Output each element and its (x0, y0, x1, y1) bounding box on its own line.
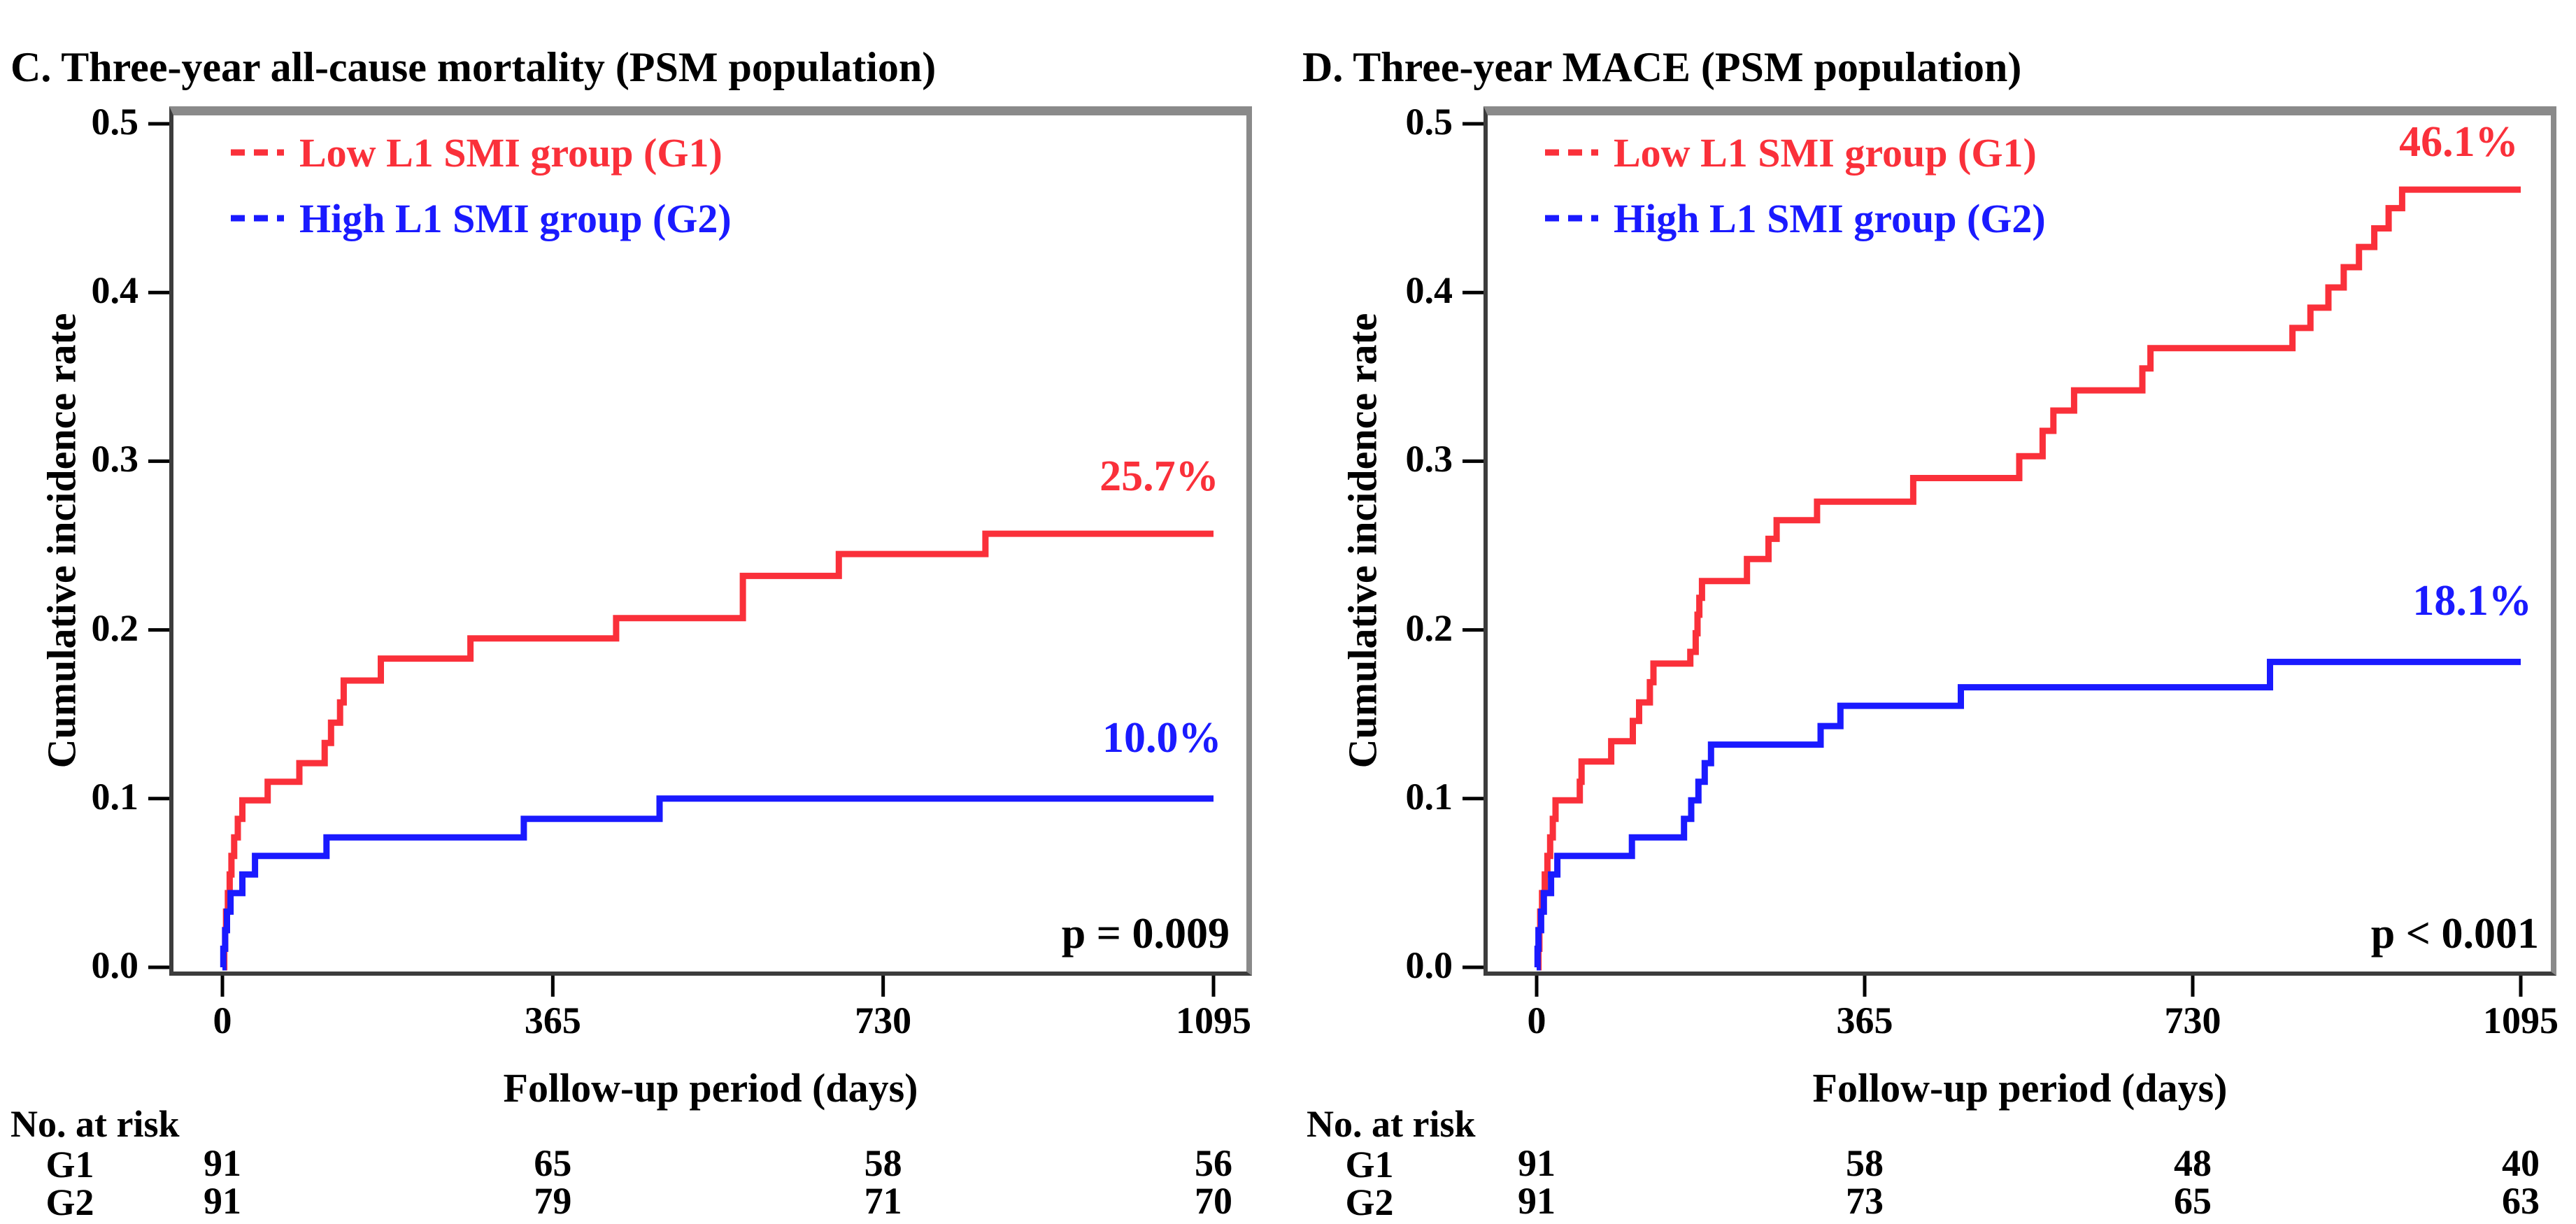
y-tick-label: 0.1 (91, 775, 139, 818)
legend-label-g1: Low L1 SMI group (G1) (1614, 129, 2037, 176)
p-value-label: p = 0.009 (1061, 910, 1230, 958)
curve-g1 (1535, 186, 2521, 971)
y-tick-label: 0.0 (91, 944, 139, 986)
panel-c-plot-area: Low L1 SMI group (G1) High L1 SMI group … (148, 106, 1252, 997)
risk-count-g1: 58 (864, 1142, 902, 1184)
panel-c-chart-canvas (148, 122, 1216, 997)
blue-dashed-line-icon (1545, 215, 1598, 222)
panel-d-y-axis-label: Cumulative incidence rate (1339, 313, 1386, 769)
y-tick-label: 0.3 (1405, 438, 1453, 481)
y-tick-label: 0.5 (1405, 101, 1453, 143)
x-tick-label: 1095 (1176, 999, 1251, 1041)
y-tick-label: 0.0 (1405, 944, 1453, 986)
x-tick-label: 0 (213, 999, 232, 1041)
risk-count-g1: 58 (1846, 1142, 1884, 1184)
final-rate-label-g1: 25.7% (1100, 452, 1219, 500)
p-value-label: p < 0.001 (2370, 910, 2539, 958)
x-tick-label: 730 (855, 999, 912, 1041)
legend-label-g1: Low L1 SMI group (G1) (299, 129, 723, 176)
y-tick-label: 0.4 (1405, 269, 1453, 312)
risk-count-g2: 63 (2502, 1180, 2540, 1222)
panel-c-risk-table-header: No. at risk (10, 1103, 180, 1145)
legend-item-g2: High L1 SMI group (G2) (229, 185, 732, 251)
y-tick-label: 0.1 (1405, 775, 1453, 818)
panel-c-title: C. Three-year all-cause mortality (PSM p… (10, 43, 937, 90)
panel-d-legend: Low L1 SMI group (G1) High L1 SMI group … (1544, 120, 2046, 251)
risk-count-g2: 73 (1846, 1180, 1884, 1222)
y-tick-label: 0.2 (1405, 606, 1453, 649)
legend-item-g1: Low L1 SMI group (G1) (1544, 120, 2046, 185)
red-dashed-line-icon (1545, 149, 1598, 156)
risk-count-g1: 56 (1195, 1142, 1232, 1184)
risk-count-g2: 91 (1518, 1180, 1556, 1222)
panel-d-chart-canvas (1463, 122, 2523, 997)
red-dashed-line-icon (231, 149, 284, 156)
final-rate-label-g2: 10.0% (1102, 713, 1222, 762)
y-tick-label: 0.3 (91, 438, 139, 481)
panel-d-plot-area: Low L1 SMI group (G1) High L1 SMI group … (1463, 106, 2556, 997)
risk-count-g1: 91 (204, 1142, 241, 1184)
curve-g2 (220, 795, 1214, 971)
risk-count-g2: 79 (534, 1180, 572, 1222)
risk-count-g1: 40 (2502, 1142, 2540, 1184)
legend-label-g2: High L1 SMI group (G2) (299, 195, 732, 241)
panel-c-risk-row-label-g1: G1 (45, 1144, 94, 1186)
panel-c-x-axis-label: Follow-up period (days) (503, 1065, 918, 1111)
final-rate-label-g1: 46.1% (2399, 118, 2519, 166)
panel-d-risk-row-label-g2: G2 (1345, 1181, 1394, 1223)
panel-c-risk-row-label-g2: G2 (45, 1181, 94, 1223)
panel-c-y-axis-label: Cumulative incidence rate (38, 313, 85, 769)
legend-item-g2: High L1 SMI group (G2) (1544, 185, 2046, 251)
y-tick-label: 0.4 (91, 269, 139, 312)
panel-c-legend: Low L1 SMI group (G1) High L1 SMI group … (229, 120, 732, 251)
panel-d-x-axis-label: Follow-up period (days) (1812, 1065, 2228, 1111)
risk-count-g2: 71 (864, 1180, 902, 1222)
panel-d-risk-row-label-g1: G1 (1345, 1144, 1394, 1186)
final-rate-label-g2: 18.1% (2412, 577, 2532, 625)
blue-dashed-line-icon (231, 215, 284, 222)
risk-count-g1: 48 (2174, 1142, 2212, 1184)
risk-count-g1: 91 (1518, 1142, 1556, 1184)
panel-d-title: D. Three-year MACE (PSM population) (1302, 43, 2022, 90)
x-tick-label: 365 (1836, 999, 1893, 1041)
risk-count-g2: 70 (1195, 1180, 1232, 1222)
x-tick-label: 730 (2164, 999, 2221, 1041)
legend-label-g2: High L1 SMI group (G2) (1614, 195, 2046, 241)
x-tick-label: 0 (1527, 999, 1546, 1041)
risk-count-g2: 65 (2174, 1180, 2212, 1222)
risk-count-g2: 91 (204, 1180, 241, 1222)
x-tick-label: 365 (524, 999, 581, 1041)
risk-count-g1: 65 (534, 1142, 572, 1184)
legend-item-g1: Low L1 SMI group (G1) (229, 120, 732, 185)
x-tick-label: 1095 (2483, 999, 2559, 1041)
y-tick-label: 0.2 (91, 606, 139, 649)
panel-d-risk-table-header: No. at risk (1307, 1103, 1476, 1145)
y-tick-label: 0.5 (91, 101, 139, 143)
curve-g2 (1534, 658, 2521, 971)
